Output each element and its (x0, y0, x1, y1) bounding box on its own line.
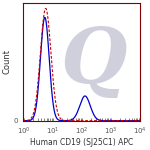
Text: Q: Q (60, 25, 126, 99)
Y-axis label: Count: Count (3, 49, 12, 74)
X-axis label: Human CD19 (SJ25C1) APC: Human CD19 (SJ25C1) APC (30, 138, 133, 147)
